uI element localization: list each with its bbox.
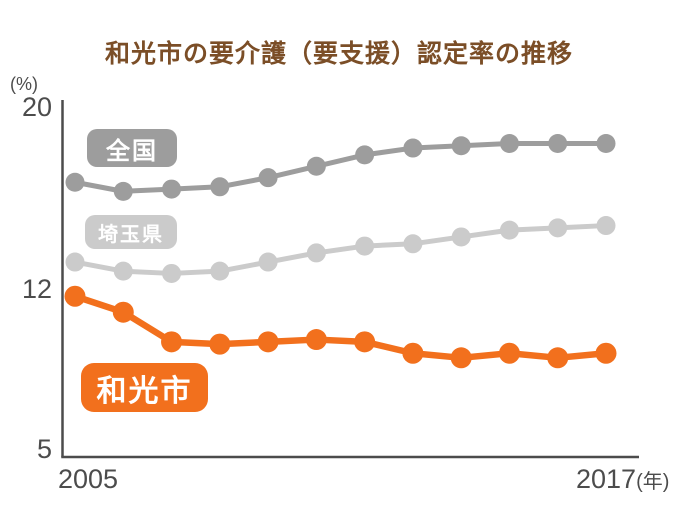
y-axis-unit-label: (%) xyxy=(10,74,38,94)
data-point-saitama-pref xyxy=(355,236,375,256)
data-point-national xyxy=(451,136,471,156)
legend-badge-saitama-pref: 埼玉県 xyxy=(85,215,177,249)
chart-title: 和光市の要介護（要支援）認定率の推移 xyxy=(104,40,573,68)
data-point-saitama-pref xyxy=(499,220,519,240)
data-point-saitama-pref xyxy=(403,234,423,254)
data-point-national xyxy=(210,177,230,197)
legend-label-national: 全国 xyxy=(106,137,158,165)
legend-label-wako-city: 和光市 xyxy=(96,374,193,408)
x-axis-end-year: 2017 xyxy=(576,464,637,494)
data-point-national xyxy=(596,133,616,153)
legend-label-saitama-pref: 埼玉県 xyxy=(98,223,164,246)
data-point-wako-city xyxy=(402,342,424,364)
data-point-national xyxy=(548,133,568,153)
x-axis-year-unit: (年) xyxy=(636,471,670,493)
data-point-national xyxy=(355,145,375,165)
data-point-wako-city xyxy=(64,285,86,307)
y-tick-label-20: 20 xyxy=(21,92,52,122)
data-point-wako-city xyxy=(112,301,134,323)
data-point-wako-city xyxy=(257,331,279,353)
data-point-national xyxy=(162,179,182,199)
data-point-wako-city xyxy=(305,329,327,351)
x-axis-end-label: 2017(年) xyxy=(576,464,676,495)
data-point-saitama-pref xyxy=(258,252,278,272)
data-point-wako-city xyxy=(209,333,231,355)
data-point-national xyxy=(306,156,326,176)
data-point-wako-city xyxy=(595,342,617,364)
legend-badge-national: 全国 xyxy=(87,129,177,167)
data-point-saitama-pref xyxy=(210,261,230,281)
data-point-saitama-pref xyxy=(162,263,182,283)
x-axis-start-label: 2005 xyxy=(58,464,119,494)
data-point-national xyxy=(499,133,519,153)
data-point-saitama-pref xyxy=(113,261,133,281)
data-point-national xyxy=(258,168,278,188)
data-point-national xyxy=(403,138,423,158)
data-point-wako-city xyxy=(547,347,569,369)
data-point-wako-city xyxy=(498,342,520,364)
data-point-wako-city xyxy=(354,331,376,353)
data-point-saitama-pref xyxy=(451,227,471,247)
y-tick-label-5: 5 xyxy=(36,434,52,464)
data-point-wako-city xyxy=(161,331,183,353)
data-point-saitama-pref xyxy=(548,218,568,238)
series-line-wako-city xyxy=(73,293,607,362)
data-point-saitama-pref xyxy=(596,216,616,236)
data-point-national xyxy=(65,172,85,192)
data-point-wako-city xyxy=(450,347,472,369)
data-point-saitama-pref xyxy=(306,243,326,263)
y-tick-label-12: 12 xyxy=(21,274,52,304)
data-point-national xyxy=(113,181,133,201)
data-point-saitama-pref xyxy=(65,252,85,272)
legend-badge-wako-city: 和光市 xyxy=(81,363,208,412)
